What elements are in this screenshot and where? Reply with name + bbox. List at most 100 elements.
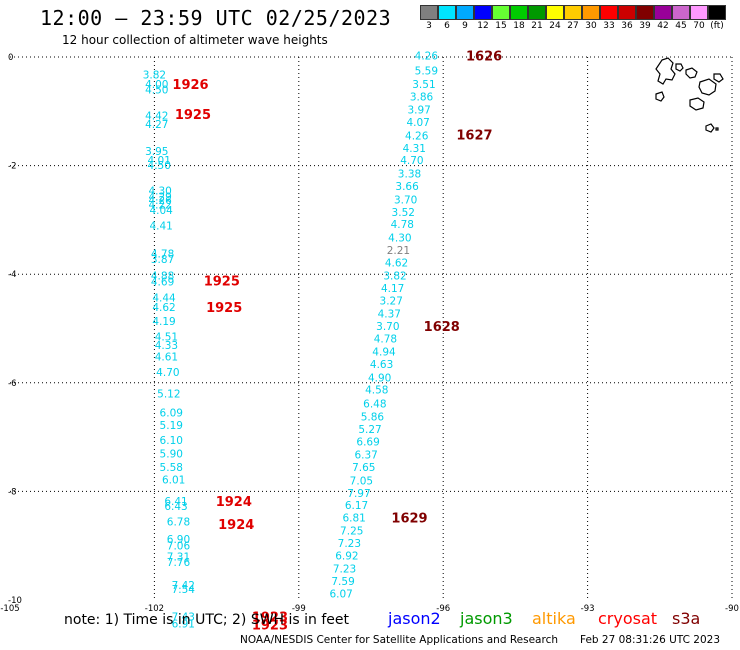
east-track-wave-height-label: 4.78 [391,219,414,231]
west-track-wave-height-label: 4.33 [155,340,178,352]
legend-label: 12 [477,21,489,31]
east-track-wave-height-label: 7.59 [331,576,354,588]
legend-swatch [564,5,582,20]
legend-label: 15 [495,21,507,31]
island-outline [675,63,684,72]
legend-label: 21 [531,21,543,31]
legend-swatch [474,5,492,20]
west-track-wave-height-label: 5.58 [160,462,183,474]
timestamp-text: Feb 27 08:31:26 UTC 2023 [580,634,720,646]
east-track-wave-height-label: 7.23 [338,538,361,550]
east-track-wave-height-label: 3.66 [395,181,419,193]
lon-tick-label: -105 [0,604,19,614]
legend-label: 27 [567,21,579,31]
west-track-wave-height-label: 5.12 [157,389,180,401]
legend-label: 70 [693,21,705,31]
west-track-wave-height-label: 6.41 [164,496,187,508]
lat-tick-label: -4 [8,270,16,280]
east-track-wave-height-label: 4.26 [405,131,429,143]
east-track-wave-height-label: 7.23 [333,564,356,576]
east-track-wave-height-label: 4.90 [368,372,391,384]
legend-swatch [690,5,708,20]
island-outline [655,91,665,102]
west-track-time-label: 1924 [218,518,254,533]
west-track-wave-height-label: 6.43 [164,501,187,513]
page-title: 12:00 – 23:59 UTC 02/25/2023 [40,6,392,30]
west-track-time-label: 1923 [252,618,288,633]
legend-swatch [510,5,528,20]
west-track-wave-height-label: 7.76 [167,557,191,569]
east-track-wave-height-label: 7.05 [350,476,373,488]
west-track-wave-height-label: 4.22 [148,200,171,212]
east-track-time-label: 1627 [456,129,492,144]
satellite-label-jason3: jason3 [460,609,513,628]
east-track-wave-height-label: 3.86 [410,92,434,104]
west-track-wave-height-label: 7.06 [167,541,191,553]
east-track-wave-height-label: 4.94 [372,346,396,358]
lon-tick-label: -90 [725,604,739,614]
west-track-wave-height-label: 4.01 [148,155,171,167]
lat-tick-label: -6 [8,379,16,389]
east-track-wave-height-label: 6.17 [345,500,368,512]
island-outline [698,78,717,96]
east-track-wave-height-label: 6.37 [354,449,377,461]
legend-label: 30 [585,21,597,31]
legend-swatch [546,5,564,20]
satellite-label-s3a: s3a [672,609,701,628]
east-track-wave-height-label: 6.92 [335,550,358,562]
west-track-wave-height-label: 4.61 [155,352,178,364]
west-track-wave-height-label: 4.50 [148,160,171,172]
island-outline [655,57,676,85]
legend-label: 36 [621,21,633,31]
west-track-wave-height-label: 6.01 [162,474,185,486]
island-outline [715,127,719,131]
east-track-time-label: 1628 [424,320,460,335]
east-track-wave-height-label: 4.07 [406,117,429,129]
east-track-wave-height-label: 4.62 [385,257,408,269]
lat-tick-label: -10 [8,596,22,606]
lon-tick-label: -99 [292,604,306,614]
legend-label: 18 [513,21,525,31]
west-track-wave-height-label: 4.19 [152,316,175,328]
legend-label: 33 [603,21,615,31]
legend-label: 6 [444,21,450,31]
legend-label: (ft) [710,21,724,31]
west-track-wave-height-label: 4.50 [145,85,168,97]
legend-swatch [528,5,546,20]
island-outline [685,67,698,79]
legend-swatch [582,5,600,20]
satellite-label-jason2: jason2 [388,609,441,628]
credit-text: NOAA/NESDIS Center for Satellite Applica… [240,634,558,646]
west-track-wave-height-label: 4.88 [151,270,174,282]
west-track-wave-height-label: 6.09 [160,408,183,420]
legend-swatch [456,5,474,20]
legend-swatch [492,5,510,20]
east-track-wave-height-label: 5.86 [361,411,385,423]
legend-swatch [654,5,672,20]
west-track-wave-height-label: 4.00 [145,79,168,91]
east-track-wave-height-label: 6.69 [356,436,379,448]
lon-tick-label: -96 [436,604,450,614]
west-track-wave-height-label: 3.82 [143,69,166,81]
west-track-wave-height-label: 4.70 [156,367,179,379]
east-track-wave-height-label: 3.52 [392,207,415,219]
east-track-wave-height-label: 5.27 [358,424,381,436]
west-track-wave-height-label: 4.44 [152,293,176,305]
legend-label-row: 3 6 9 12 15 18 21 24 27 30 33 36 39 42 45 70 (ft) [420,20,726,34]
east-track-wave-height-label: 4.78 [374,333,397,345]
east-track-wave-height-label: 6.81 [342,512,365,524]
west-track-wave-height-label: 4.04 [149,205,173,217]
east-track-wave-height-label: 7.25 [340,525,363,537]
west-track-wave-height-label: 5.90 [160,448,183,460]
lon-tick-label: -93 [581,604,595,614]
west-track-wave-height-label: 4.41 [149,220,172,232]
legend-swatch [672,5,690,20]
west-track-wave-height-label: 3.95 [145,146,168,158]
legend-label: 9 [462,21,468,31]
legend-swatch [618,5,636,20]
east-track-wave-height-label: 4.30 [388,232,411,244]
east-track-wave-height-label: 4.31 [403,143,426,155]
east-track-wave-height-label: 7.65 [352,462,375,474]
lon-tick-label: -102 [145,604,164,614]
west-track-wave-height-label: 4.27 [145,119,168,131]
